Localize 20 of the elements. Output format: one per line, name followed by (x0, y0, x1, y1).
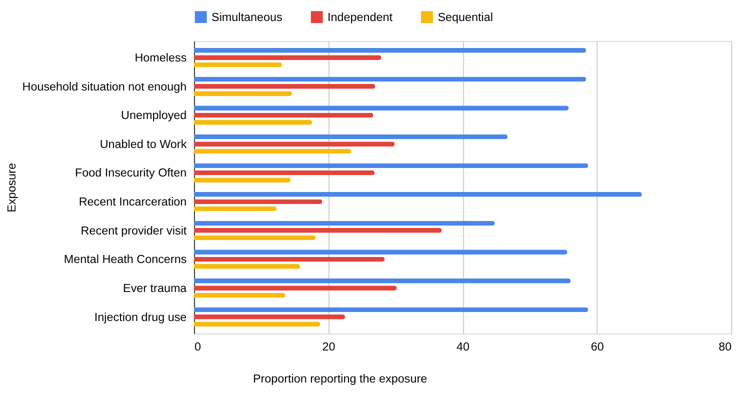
y-tick-label: Unabled to Work (100, 138, 187, 151)
y-tick-label: Food Insecurity Often (74, 166, 187, 180)
x-axis-title: Proportion reporting the exposure (252, 372, 428, 386)
x-tick-label: 0 (194, 340, 202, 354)
x-tick-label: 40 (456, 340, 470, 354)
y-tick-label: Unemployed (121, 109, 187, 122)
x-tick-label: 20 (322, 340, 336, 354)
y-tick-label: Injection drug use (94, 310, 187, 324)
x-tick-label: 80 (718, 340, 732, 354)
y-tick-label: Household situation not enough (22, 80, 187, 94)
y-tick-label: Recent provider visit (80, 224, 188, 238)
y-tick-label: Recent Incarceration (78, 196, 187, 209)
x-tick-label: 60 (590, 340, 604, 354)
legend-label: Simultaneous (212, 10, 283, 24)
y-tick-label: Homeless (134, 51, 187, 64)
legend-label: Independent (328, 10, 394, 24)
y-tick-label: Mental Heath Concerns (64, 253, 187, 266)
y-axis-title: Exposure (5, 163, 18, 212)
y-tick-label: Ever trauma (123, 282, 188, 295)
legend-label: Sequential (438, 10, 493, 24)
